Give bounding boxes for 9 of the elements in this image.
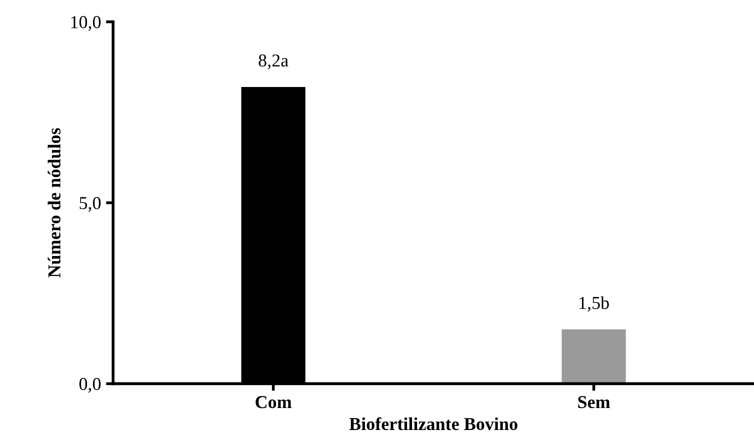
y-tick-label: 10,0 [71,16,101,31]
data-label: 8,2a [258,54,288,70]
y-tick-label: 0,0 [79,378,101,393]
y-tick-label: 5,0 [80,196,101,212]
x-axis-title: Biofertilizante Bovino [349,417,518,430]
y-axis-title: Número de nódulos [48,128,61,278]
x-tick-label: Sem [578,396,610,408]
data-label: 1,5b [580,296,609,312]
x-tick-label: Com [256,396,292,408]
